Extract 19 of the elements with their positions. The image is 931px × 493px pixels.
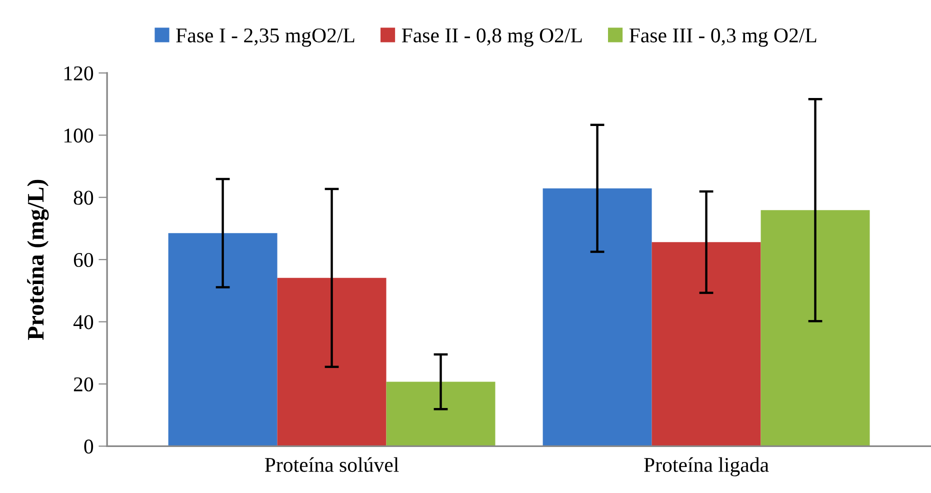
y-axis-title: Proteína (mg/L)	[27, 180, 49, 340]
y-tick-label: 100	[64, 128, 94, 143]
bar	[277, 278, 386, 446]
y-tick-label: 60	[74, 252, 94, 267]
legend-label: Fase II - 0,8 mg O2/L	[402, 28, 582, 47]
bar	[542, 188, 652, 446]
y-tick-label: 80	[74, 190, 94, 205]
bar	[168, 233, 278, 446]
x-tick-label: Proteína solúvel	[264, 457, 399, 472]
y-tick-label: 20	[74, 377, 94, 392]
legend-label: Fase III - 0,3 mg O2/L	[629, 28, 816, 47]
bar	[652, 242, 761, 446]
y-tick-label: 120	[64, 66, 94, 80]
bar	[386, 382, 496, 446]
legend-label: Fase I - 2,35 mgO2/L	[176, 28, 354, 47]
bar	[760, 210, 870, 446]
y-tick-label: 0	[84, 440, 94, 454]
x-tick-label: Proteína ligada	[644, 457, 769, 476]
y-tick-label: 40	[73, 315, 94, 330]
